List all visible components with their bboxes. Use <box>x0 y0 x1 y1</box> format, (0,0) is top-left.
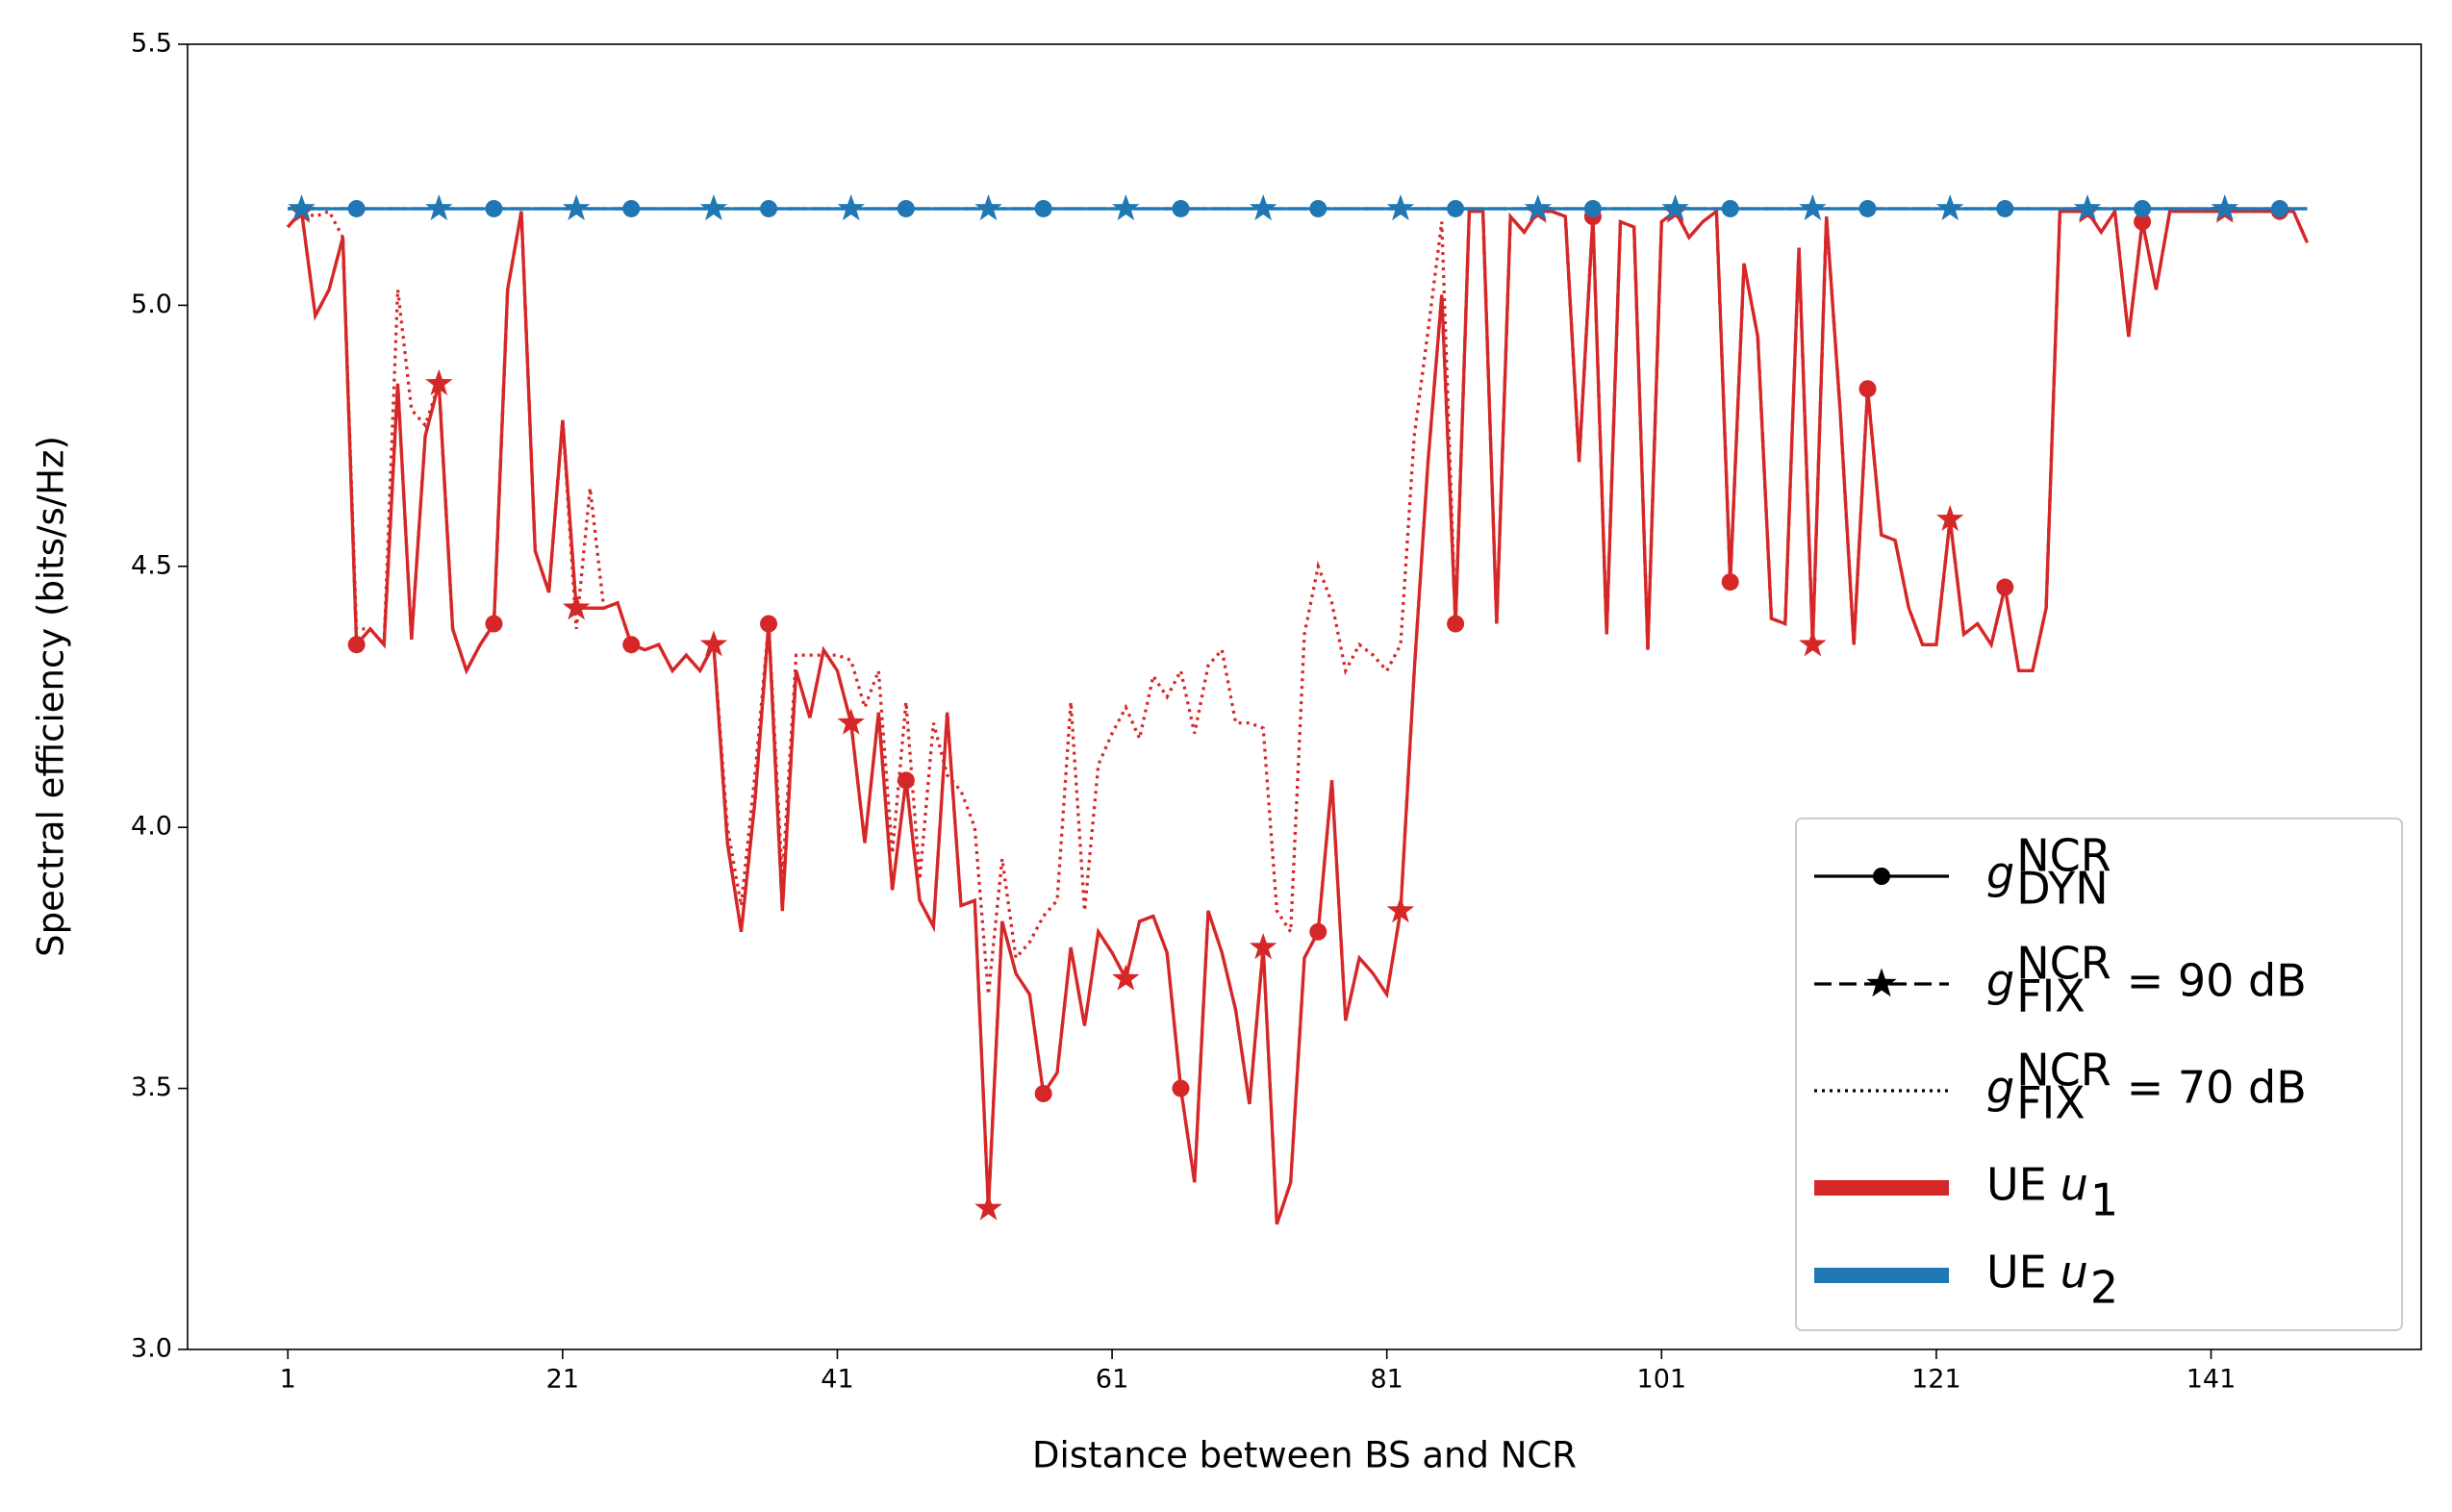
series-line <box>286 206 2310 1225</box>
marker <box>1858 380 1877 398</box>
marker <box>1034 1085 1052 1103</box>
legend-text: g <box>1986 955 2014 1007</box>
x-tick-label: 121 <box>1911 1365 1961 1395</box>
marker <box>1309 199 1327 217</box>
marker <box>2134 199 2152 217</box>
legend-text: DYN <box>2016 863 2108 915</box>
legend-text: = 90 dB <box>2127 955 2307 1007</box>
y-axis-label: Spectral efficiency (bits/s/Hz) <box>31 436 72 957</box>
marker <box>897 199 915 217</box>
marker <box>1935 504 1964 532</box>
y-tick-label: 5.5 <box>131 29 172 59</box>
marker <box>485 199 503 217</box>
marker <box>347 199 366 217</box>
legend-text: NCR <box>2016 830 2111 882</box>
marker <box>425 368 453 395</box>
marker <box>1172 199 1190 217</box>
legend-text: u <box>2060 1247 2088 1298</box>
marker <box>485 615 503 633</box>
x-axis-label: Distance between BS and NCR <box>1032 1435 1577 1476</box>
marker <box>622 636 641 654</box>
marker <box>897 771 915 790</box>
legend-text: NCR <box>2016 1045 2111 1096</box>
y-tick-label: 3.0 <box>131 1334 172 1364</box>
marker <box>1721 573 1739 592</box>
plot-frame <box>187 43 2422 1350</box>
legend-text: u <box>2060 1159 2088 1211</box>
marker <box>622 199 641 217</box>
x-tick-label: 41 <box>821 1365 853 1395</box>
legend-text: 2 <box>2090 1262 2118 1314</box>
legend-box <box>1795 818 2403 1331</box>
legend-text: = 70 dB <box>2127 1062 2307 1114</box>
marker <box>1172 1079 1190 1097</box>
y-tick-label: 4.0 <box>131 812 172 842</box>
marker <box>1447 615 1465 633</box>
marker <box>1866 968 1897 997</box>
marker <box>1447 199 1465 217</box>
marker <box>2270 199 2288 217</box>
legend-text: 1 <box>2090 1174 2118 1226</box>
legend-text: FIX <box>2016 1077 2085 1129</box>
marker <box>2134 213 2152 231</box>
marker <box>760 615 778 633</box>
marker <box>1249 933 1277 960</box>
marker <box>1996 578 2014 596</box>
legend-text: UE <box>1986 1159 2047 1211</box>
y-tick-label: 3.5 <box>131 1072 172 1102</box>
marker <box>760 199 778 217</box>
marker <box>1996 199 2014 217</box>
x-tick-label: 101 <box>1637 1365 1687 1395</box>
legend-text: g <box>1986 1062 2014 1114</box>
x-tick-label: 141 <box>2187 1365 2237 1395</box>
plot-area <box>286 194 2310 1225</box>
marker <box>1034 199 1052 217</box>
legend-text: NCR <box>2016 938 2111 990</box>
marker <box>1309 922 1327 941</box>
legend-text: UE <box>1986 1247 2047 1298</box>
x-tick-label: 81 <box>1371 1365 1403 1395</box>
x-tick-label: 1 <box>280 1365 296 1395</box>
x-tick-label: 61 <box>1096 1365 1128 1395</box>
marker <box>1873 868 1890 885</box>
marker <box>347 636 366 654</box>
legend-text: g <box>1986 847 2014 899</box>
x-tick-label: 21 <box>546 1365 579 1395</box>
marker <box>1721 199 1739 217</box>
marker <box>1858 199 1877 217</box>
y-tick-label: 5.0 <box>131 290 172 319</box>
marker <box>1583 199 1602 217</box>
legend-text: FIX <box>2016 970 2085 1022</box>
y-tick-label: 4.5 <box>131 550 172 580</box>
